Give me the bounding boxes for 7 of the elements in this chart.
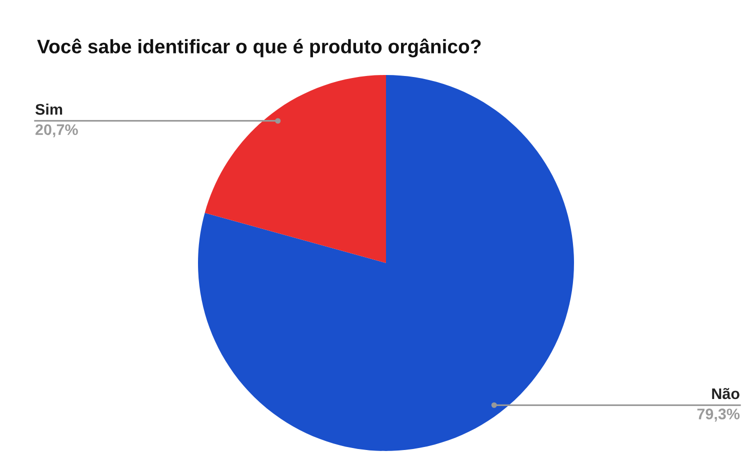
chart-title: Você sabe identificar o que é produto orgânico? [37, 38, 481, 58]
data-label: 20,7% [36, 124, 78, 138]
slice-label: Sim [35, 104, 62, 115]
data-label: 79,3% [697, 408, 740, 422]
pie-slice [198, 75, 574, 451]
pie-slice [204, 75, 386, 263]
slice-label: Não [712, 388, 740, 400]
